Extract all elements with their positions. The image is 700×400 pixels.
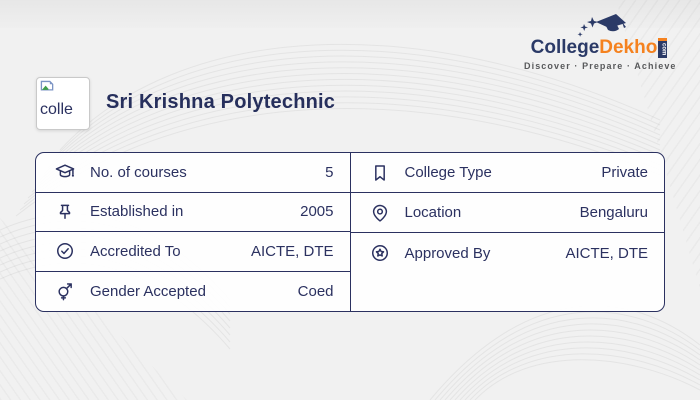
location-pin-icon — [369, 202, 391, 224]
info-label: Approved By — [404, 244, 491, 262]
college-title: Sri Krishna Polytechnic — [106, 91, 336, 113]
info-value: Private — [601, 164, 648, 181]
info-label: Accredited To — [90, 242, 181, 260]
info-row-approved-by: Approved By AICTE, DTE — [351, 233, 665, 273]
logo-tagline: Discover · Prepare · Achieve — [524, 61, 677, 71]
info-value: AICTE, DTE — [565, 244, 648, 262]
info-label: Established in — [90, 203, 184, 221]
info-label: College Type — [404, 164, 492, 181]
info-value: 5 — [325, 163, 334, 181]
info-label: Location — [404, 204, 462, 221]
info-row-accredited: Accredited To AICTE, DTE — [36, 232, 350, 272]
info-label: No. of courses — [90, 163, 187, 181]
info-value: Coed — [297, 282, 334, 300]
college-info-table: No. of courses 5 Established in 2005 Acc… — [35, 152, 665, 312]
graduation-cap-flying-icon — [577, 14, 626, 37]
info-row-location: Location Bengaluru — [350, 193, 664, 233]
gender-icon — [54, 280, 76, 302]
logo-text-com: com — [658, 38, 668, 58]
info-value: AICTE, DTE — [250, 242, 334, 260]
graduation-cap-icon — [54, 161, 76, 183]
college-logo-thumbnail: colle — [36, 77, 90, 130]
pushpin-icon — [54, 201, 76, 223]
approval-badge-icon — [369, 242, 391, 264]
info-value: Bengaluru — [579, 204, 648, 221]
info-table-empty-cell — [351, 273, 665, 311]
bookmark-icon — [369, 162, 391, 184]
info-table-left-column: No. of courses 5 Established in 2005 Acc… — [36, 153, 351, 311]
info-row-courses: No. of courses 5 — [36, 153, 350, 193]
logo-text-college: College — [530, 37, 600, 58]
info-table-right-column: College Type Private Location Bengaluru … — [350, 153, 665, 311]
info-row-gender: Gender Accepted Coed — [36, 272, 350, 311]
broken-image-icon — [40, 80, 54, 91]
info-row-established: Established in 2005 — [36, 193, 350, 232]
info-row-college-type: College Type Private — [350, 153, 664, 193]
logo-text-dekho: Dekho — [599, 37, 658, 58]
info-label: Gender Accepted — [90, 282, 206, 300]
info-value: 2005 — [300, 203, 334, 221]
thumbnail-alt-text: colle — [40, 101, 73, 118]
collegedekho-logo: CollegeDekho com Discover · Prepare · Ach… — [524, 10, 677, 71]
check-circle-icon — [54, 240, 76, 262]
